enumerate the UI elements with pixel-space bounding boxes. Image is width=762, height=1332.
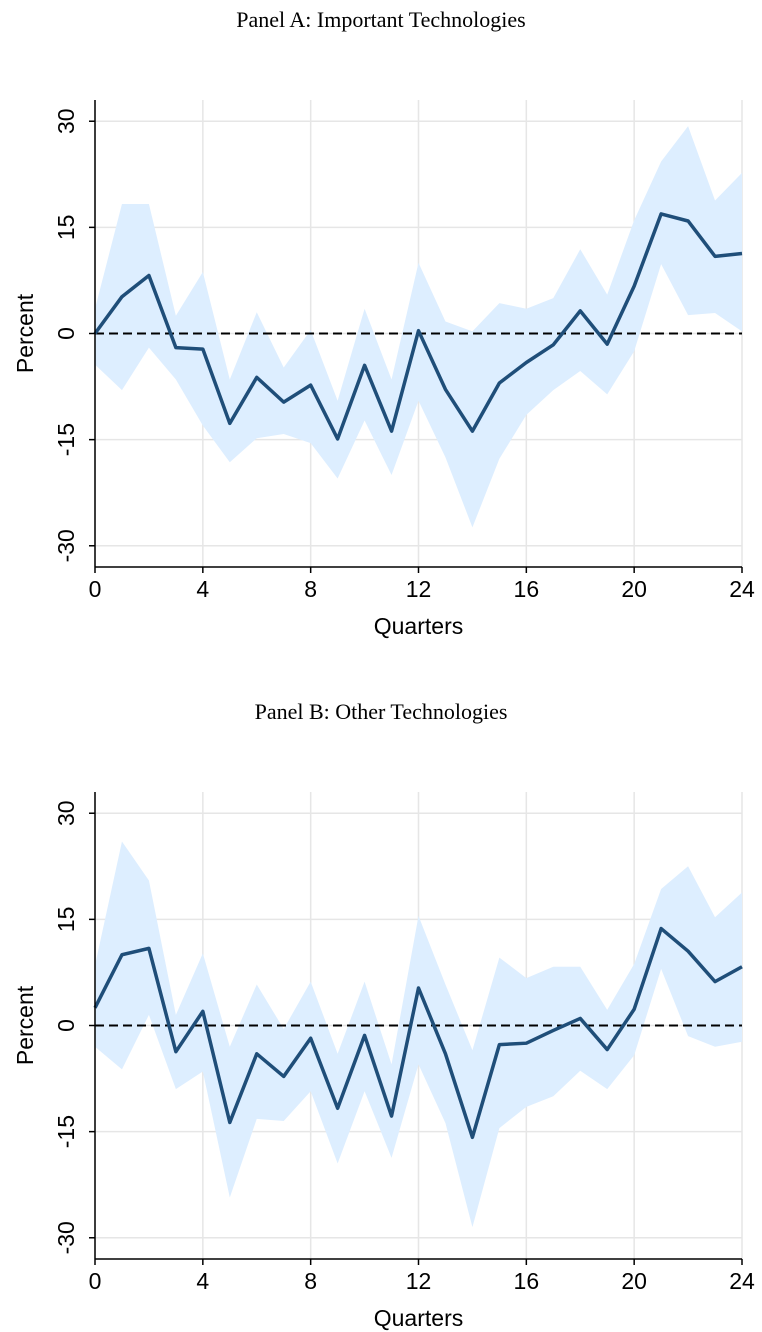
y-tick-label: 15: [53, 907, 79, 933]
x-tick-label: 4: [196, 576, 209, 602]
x-tick-label: 24: [729, 1268, 755, 1294]
x-axis-label: Quarters: [374, 1305, 463, 1331]
y-tick-label: -30: [53, 1221, 79, 1254]
x-tick-label: 24: [729, 576, 755, 602]
x-tick-label: 12: [406, 1268, 432, 1294]
x-tick-label: 20: [621, 576, 647, 602]
x-tick-label: 16: [514, 1268, 540, 1294]
x-tick-label: 4: [196, 1268, 209, 1294]
y-axis-label: Percent: [12, 985, 38, 1065]
y-tick-label: 15: [53, 215, 79, 241]
y-tick-label: -15: [53, 423, 79, 456]
panel: Panel A: Important Technologies 0 4 8 12 16 20…: [12, 7, 755, 639]
y-axis-label: Percent: [12, 293, 38, 373]
y-tick-label: 30: [53, 800, 79, 826]
confidence-band: [95, 126, 742, 528]
panel-title: Panel A: Important Technologies: [236, 7, 526, 32]
x-tick-label: 16: [514, 576, 540, 602]
estimate-line: [93, 926, 743, 1140]
y-tick-label: 0: [53, 1019, 79, 1032]
x-tick-label: 8: [304, 576, 317, 602]
confidence-band: [95, 841, 742, 1228]
estimate-line: [93, 212, 743, 441]
y-tick-label: -15: [53, 1115, 79, 1148]
x-tick-label: 0: [89, 1268, 102, 1294]
panel-title: Panel B: Other Technologies: [255, 699, 508, 724]
x-tick-label: 0: [89, 576, 102, 602]
y-tick-label: 30: [53, 108, 79, 134]
y-tick-label: 0: [53, 327, 79, 340]
y-tick-label: -30: [53, 529, 79, 562]
x-tick-label: 12: [406, 576, 432, 602]
x-axis-label: Quarters: [374, 613, 463, 639]
x-tick-label: 8: [304, 1268, 317, 1294]
panel: Panel B: Other Technologies 0 4 8 12 16 20 24 30…: [12, 699, 755, 1331]
x-tick-label: 20: [621, 1268, 647, 1294]
